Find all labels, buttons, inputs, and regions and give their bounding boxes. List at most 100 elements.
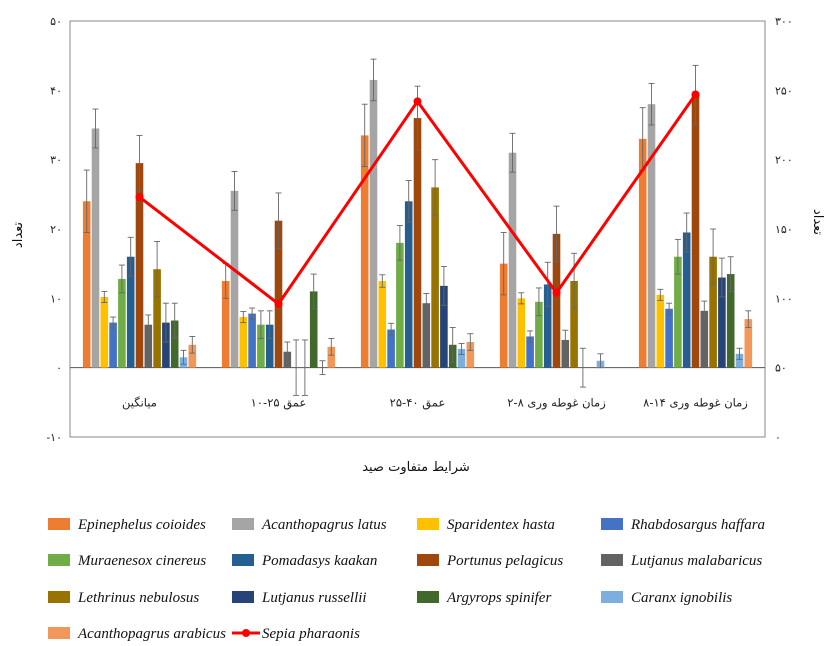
legend-label: Sparidentex hasta xyxy=(447,517,555,533)
bar xyxy=(718,277,726,368)
bar xyxy=(387,329,395,368)
legend-label: Argyrops spinifer xyxy=(446,590,551,606)
axes-group: -۱۰ ۰ ۱۰ ۲۰ ۳۰ ۴۰ ۵۰ ۰ ۵۰ ۱۰۰ ۱۵۰ ۲۰۰ ۲۵۰ ۳۰۰ میانگین ع… xyxy=(46,15,792,444)
bar xyxy=(647,104,656,368)
bar xyxy=(162,322,170,368)
y2-tick-label: ۳۰۰ xyxy=(775,15,793,28)
y2-tick-label: ۱۰۰ xyxy=(775,292,793,305)
bar xyxy=(526,336,534,368)
bar xyxy=(126,256,135,368)
x-category-label: میانگین xyxy=(122,396,157,411)
x-category-label: عمق ۴۰-۲۵ xyxy=(390,396,446,411)
legend-swatch xyxy=(48,627,70,639)
bar xyxy=(638,138,647,368)
x-axis-title: شرایط متفاوت صید xyxy=(362,460,470,475)
y2-tick-label: ۱۵۰ xyxy=(775,223,793,236)
bar xyxy=(431,187,439,368)
bar xyxy=(396,242,404,368)
bar xyxy=(369,79,378,368)
legend-label: Caranx ignobilis xyxy=(631,590,732,606)
x-category-label: زمان غوطه وری ۱۴-۸ xyxy=(643,396,748,411)
bar xyxy=(570,281,578,368)
bar xyxy=(188,344,197,368)
y-tick-label: -۱۰ xyxy=(46,431,62,444)
bar xyxy=(257,324,265,368)
legend-label: Portunus pelagicus xyxy=(446,553,563,569)
y2-tick-label: ۲۵۰ xyxy=(775,84,793,97)
bar xyxy=(508,152,517,368)
bar xyxy=(440,285,448,368)
y2-tick-label: ۲۰۰ xyxy=(775,154,793,167)
line-marker xyxy=(274,299,283,308)
legend-label: Rhabdosargus haffara xyxy=(630,517,765,533)
legend: Epinephelus coioides Acanthopagrus latus S… xyxy=(48,517,765,642)
bar xyxy=(109,322,117,368)
bar xyxy=(543,284,552,368)
legend-label: Pomadasys kaakan xyxy=(261,553,377,569)
x-category-label: عمق ۲۵-۱۰ xyxy=(251,396,307,411)
bar xyxy=(230,190,239,368)
bar xyxy=(422,303,431,368)
bar xyxy=(726,274,735,368)
bar xyxy=(153,269,161,368)
bar xyxy=(91,128,100,368)
legend-swatch xyxy=(417,518,439,530)
bar xyxy=(674,256,682,368)
bar xyxy=(118,278,126,368)
bar xyxy=(404,201,413,368)
legend-swatch xyxy=(232,554,254,566)
legend-swatch xyxy=(232,518,254,530)
bar xyxy=(144,324,153,368)
line-marker xyxy=(413,97,422,106)
bar xyxy=(517,298,526,368)
legend-label: Acanthopagrus latus xyxy=(261,517,387,533)
legend-label: Acanthopagrus arabicus xyxy=(77,626,226,642)
y-tick-label: ۵۰ xyxy=(50,15,62,28)
legend-label: Muraenesox cinereus xyxy=(77,553,206,569)
bar xyxy=(682,232,691,368)
legend-swatch xyxy=(48,554,70,566)
legend-label: Epinephelus coioides xyxy=(77,517,206,533)
bar xyxy=(700,310,709,368)
line-marker xyxy=(691,90,700,99)
legend-marker xyxy=(242,629,250,637)
legend-swatch xyxy=(601,518,623,530)
x-category-label: زمان غوطه وری ۸-۲ xyxy=(507,396,606,411)
bar xyxy=(466,342,475,368)
y-axis-title: تعداد xyxy=(11,222,26,248)
legend-swatch xyxy=(48,591,70,603)
bar xyxy=(239,317,248,368)
legend-swatch xyxy=(232,591,254,603)
y-tick-label: ۰ xyxy=(56,362,62,375)
legend-swatch xyxy=(417,591,439,603)
bar xyxy=(413,118,422,368)
legend-label: Lethrinus nebulosus xyxy=(77,590,199,606)
legend-label: Lutjanus malabaricus xyxy=(630,553,762,569)
bar xyxy=(709,256,717,368)
bar xyxy=(744,319,753,368)
y2-axis-title: تعداد xyxy=(810,209,825,235)
bar-series-group xyxy=(82,58,753,396)
bar xyxy=(82,201,91,368)
bar xyxy=(378,281,387,368)
line-marker xyxy=(552,288,561,297)
bar xyxy=(265,324,274,368)
bar xyxy=(327,346,336,368)
bar xyxy=(665,308,673,368)
legend-label: Lutjanus russellii xyxy=(261,590,367,606)
legend-swatch xyxy=(417,554,439,566)
bar xyxy=(360,135,369,368)
bar xyxy=(735,353,744,368)
bar xyxy=(248,313,256,368)
y-tick-label: ۴۰ xyxy=(50,84,62,97)
bar xyxy=(170,320,179,368)
legend-swatch xyxy=(601,591,623,603)
legend-swatch xyxy=(48,518,70,530)
bar xyxy=(100,296,109,368)
bar xyxy=(535,301,543,368)
bar xyxy=(561,339,570,368)
y2-tick-label: ۵۰ xyxy=(775,362,787,375)
legend-label: Sepia pharaonis xyxy=(262,626,360,642)
plot-border xyxy=(69,20,766,438)
